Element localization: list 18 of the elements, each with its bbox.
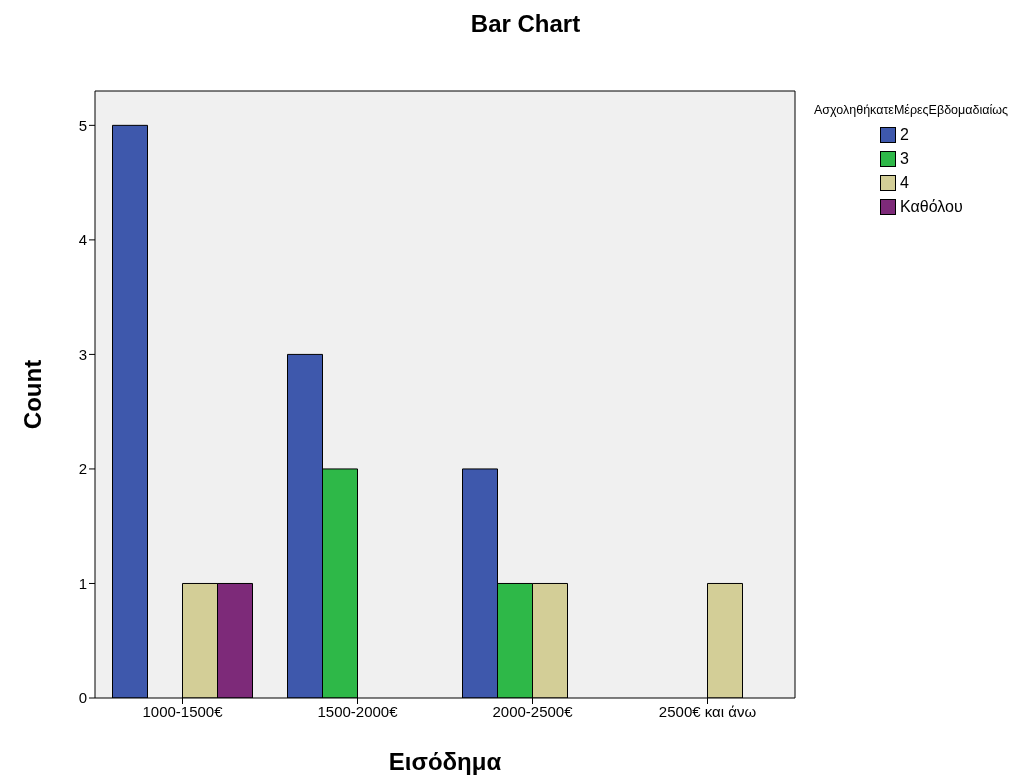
x-tick-label: 1500-2000€ xyxy=(317,702,399,720)
y-tick-label: 3 xyxy=(78,345,87,363)
y-axis-title: Count xyxy=(18,359,46,430)
legend-title: ΑσχοληθήκατεΜέρεςΕβδομαδιαίως xyxy=(814,103,1009,117)
legend-label: 3 xyxy=(900,150,909,168)
legend-label: 2 xyxy=(900,126,909,144)
y-tick-label: 2 xyxy=(78,460,87,478)
y-tick-label: 0 xyxy=(78,689,87,707)
x-tick-label: 1000-1500€ xyxy=(142,702,224,720)
legend-label: 4 xyxy=(900,174,909,192)
x-tick-label: 2000-2500€ xyxy=(492,702,574,720)
y-tick-label: 5 xyxy=(78,116,87,134)
legend-label: Καθόλου xyxy=(900,198,963,216)
y-tick-label: 1 xyxy=(78,574,87,592)
y-tick-label: 4 xyxy=(78,231,87,249)
chart-title: Bar Chart xyxy=(469,10,582,38)
x-tick-label: 2500€ και άνω xyxy=(658,702,757,720)
x-axis-title: Εισόδημα xyxy=(388,748,502,775)
